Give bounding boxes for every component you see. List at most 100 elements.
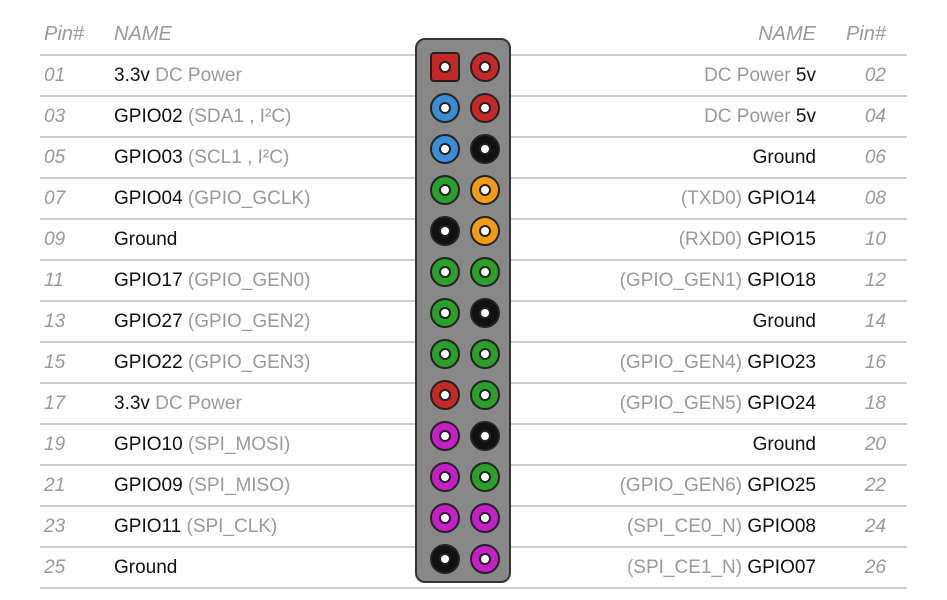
pin-marker-right: [470, 134, 500, 164]
pin-name-right: (SPI_CE0_N) GPIO08: [520, 516, 820, 538]
pin-marker-left: [430, 421, 460, 451]
pin-number-left: 11: [40, 270, 110, 292]
pin-name-right: Ground: [520, 434, 820, 456]
pin-marker-right: [470, 462, 500, 492]
pin-hole: [439, 430, 451, 442]
pin-pair: [417, 169, 513, 210]
pin-marker-right: [470, 52, 500, 82]
pin-number-right: 04: [820, 106, 890, 128]
pin-name-left: GPIO02 (SDA1 , I²C): [110, 106, 410, 128]
pin-marker-left: [430, 298, 460, 328]
pin-name-right: (GPIO_GEN1) GPIO18: [520, 270, 820, 292]
pin-name-left: GPIO27 (GPIO_GEN2): [110, 311, 410, 333]
pin-pair: [417, 128, 513, 169]
pin-number-left: 21: [40, 475, 110, 497]
pin-hole: [439, 471, 451, 483]
pin-hole: [479, 266, 491, 278]
header-name-left: NAME: [110, 23, 410, 46]
pin-marker-left: [430, 216, 460, 246]
pin-number-left: 07: [40, 188, 110, 210]
pin-hole: [479, 225, 491, 237]
pin-pair: [417, 87, 513, 128]
pin-hole: [479, 61, 491, 73]
pin-hole: [479, 102, 491, 114]
pin-pair: [417, 497, 513, 538]
pin-pair: [417, 46, 513, 87]
header-pin-left: Pin#: [40, 23, 110, 46]
pin-number-right: 16: [820, 352, 890, 374]
pin-number-right: 06: [820, 147, 890, 169]
pin-name-left: GPIO09 (SPI_MISO): [110, 475, 410, 497]
pin-number-right: 12: [820, 270, 890, 292]
pin-number-left: 19: [40, 434, 110, 456]
header-pin-right: Pin#: [820, 23, 890, 46]
pin-number-right: 24: [820, 516, 890, 538]
pin-number-left: 03: [40, 106, 110, 128]
pin-number-right: 26: [820, 557, 890, 579]
pin-hole: [479, 143, 491, 155]
pin-hole: [479, 512, 491, 524]
pin-hole: [479, 430, 491, 442]
pin-name-left: 3.3v DC Power: [110, 65, 410, 87]
pin-name-right: Ground: [520, 311, 820, 333]
pin-hole: [479, 553, 491, 565]
pin-hole: [439, 143, 451, 155]
pin-marker-left: [430, 52, 460, 82]
pin-marker-left: [430, 339, 460, 369]
pin-name-left: GPIO11 (SPI_CLK): [110, 516, 410, 538]
pin-number-left: 17: [40, 393, 110, 415]
pin-hole: [439, 184, 451, 196]
pin-marker-left: [430, 175, 460, 205]
pin-hole: [439, 512, 451, 524]
pin-marker-right: [470, 93, 500, 123]
pin-marker-left: [430, 503, 460, 533]
pin-marker-left: [430, 380, 460, 410]
pin-marker-right: [470, 503, 500, 533]
header-name-right: NAME: [520, 23, 820, 46]
pin-pair: [417, 415, 513, 456]
pin-name-right: (TXD0) GPIO14: [520, 188, 820, 210]
pin-number-left: 13: [40, 311, 110, 333]
pin-hole: [479, 348, 491, 360]
pin-number-right: 02: [820, 65, 890, 87]
pin-hole: [439, 266, 451, 278]
pin-name-left: GPIO10 (SPI_MOSI): [110, 434, 410, 456]
pin-name-right: DC Power 5v: [520, 65, 820, 87]
pin-name-left: 3.3v DC Power: [110, 393, 410, 415]
pin-number-right: 08: [820, 188, 890, 210]
pin-hole: [439, 102, 451, 114]
pin-name-right: (GPIO_GEN4) GPIO23: [520, 352, 820, 374]
pin-marker-left: [430, 93, 460, 123]
pin-marker-right: [470, 421, 500, 451]
pin-marker-right: [470, 298, 500, 328]
pin-number-right: 14: [820, 311, 890, 333]
pin-marker-left: [430, 134, 460, 164]
pin-name-right: Ground: [520, 147, 820, 169]
pin-name-left: GPIO17 (GPIO_GEN0): [110, 270, 410, 292]
pin-number-right: 20: [820, 434, 890, 456]
pin-name-right: (GPIO_GEN5) GPIO24: [520, 393, 820, 415]
pin-name-left: GPIO22 (GPIO_GEN3): [110, 352, 410, 374]
pin-name-right: (SPI_CE1_N) GPIO07: [520, 557, 820, 579]
pin-pair: [417, 456, 513, 497]
pin-number-left: 01: [40, 65, 110, 87]
pin-name-left: GPIO03 (SCL1 , I²C): [110, 147, 410, 169]
pin-name-right: DC Power 5v: [520, 106, 820, 128]
pin-number-left: 09: [40, 229, 110, 251]
pin-name-left: Ground: [110, 229, 410, 251]
pin-pair: [417, 210, 513, 251]
pin-number-left: 23: [40, 516, 110, 538]
pin-marker-left: [430, 544, 460, 574]
pin-pair: [417, 292, 513, 333]
pin-marker-left: [430, 462, 460, 492]
pin-hole: [439, 61, 451, 73]
gpio-connector: [415, 38, 511, 583]
pin-number-left: 25: [40, 557, 110, 579]
pin-hole: [479, 307, 491, 319]
pin-number-left: 15: [40, 352, 110, 374]
pin-hole: [479, 471, 491, 483]
pin-number-left: 05: [40, 147, 110, 169]
pin-marker-right: [470, 175, 500, 205]
pin-pair: [417, 333, 513, 374]
pin-hole: [439, 225, 451, 237]
